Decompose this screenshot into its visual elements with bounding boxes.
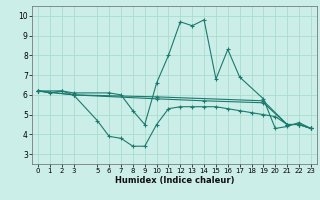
X-axis label: Humidex (Indice chaleur): Humidex (Indice chaleur) [115, 176, 234, 185]
